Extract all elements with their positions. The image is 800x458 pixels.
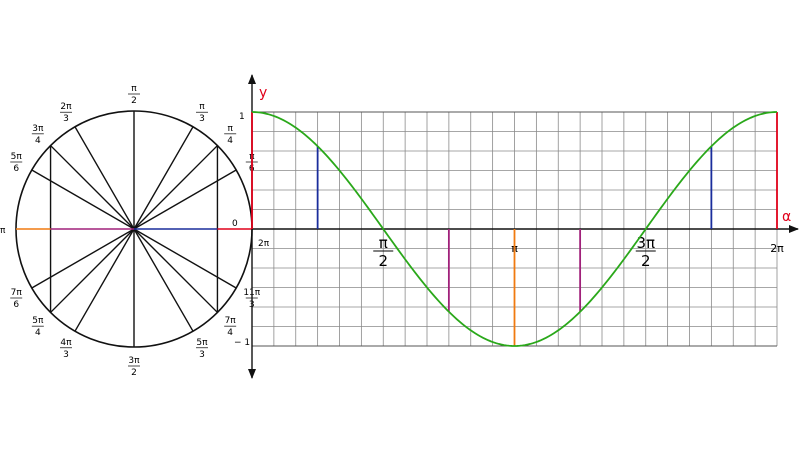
cosine-curve — [251, 111, 778, 347]
circle-label-denominator: 3 — [199, 350, 205, 360]
circle-label-numerator: π — [199, 102, 205, 112]
circle-label-denominator: 6 — [13, 164, 19, 174]
circle-angle-label: π2 — [128, 84, 140, 106]
circle-label-numerator: 7π — [225, 316, 237, 326]
graph-labels: y α 1 − 1 0 2π π — [0, 85, 791, 348]
circle-label-denominator: 3 — [63, 350, 69, 360]
x-tick-numerator: π — [379, 234, 388, 252]
circle-spoke — [50, 145, 135, 230]
circle-spoke — [31, 228, 135, 289]
circle-spoke — [74, 126, 135, 230]
graph-axes: π2π3π22π — [248, 74, 799, 379]
circle-spoke — [133, 126, 194, 230]
circle-label-numerator: 3π — [32, 124, 44, 134]
circle-label-numerator: 5π — [11, 152, 23, 162]
circle-angle-label: 5π3 — [196, 338, 208, 360]
y-tick-bottom: − 1 — [234, 338, 250, 348]
circle-angle-label: 3π4 — [31, 124, 44, 146]
x-tick-numerator: 3π — [636, 234, 655, 252]
x-tick-denominator: 2 — [378, 252, 388, 270]
circle-label-numerator: 4π — [60, 338, 72, 348]
x-tick-label: 2π — [770, 242, 784, 255]
circle-angle-label: π4 — [224, 124, 237, 146]
circle-left-label: π — [0, 226, 6, 236]
x-axis-label: α — [782, 209, 791, 225]
x-tick-label: π2 — [373, 234, 394, 270]
circle-label-numerator: 2π — [60, 102, 72, 112]
circle-spoke — [50, 228, 135, 313]
circle-label-numerator: 5π — [32, 316, 44, 326]
x-tick-label: 3π2 — [635, 234, 656, 270]
circle-angle-label: 5π6 — [10, 152, 22, 174]
circle-label-numerator: 5π — [196, 338, 208, 348]
circle-spoke — [31, 169, 135, 230]
circle-spoke — [133, 228, 194, 332]
circle-label-denominator: 4 — [35, 136, 41, 146]
circle-spoke — [133, 228, 237, 289]
y-axis-label: y — [259, 85, 267, 101]
circle-label-denominator: 3 — [199, 114, 205, 124]
circle-spoke — [133, 228, 218, 313]
origin-label: 0 — [232, 219, 238, 229]
x-tick-text: 2π — [770, 242, 784, 255]
circle-label-numerator: π — [227, 124, 233, 134]
y-axis-arrow-bottom — [248, 369, 256, 379]
circle-label-denominator: 2 — [131, 368, 137, 378]
circle-label-denominator: 4 — [227, 136, 233, 146]
circle-angle-label: 2π3 — [60, 102, 72, 124]
circle-spoke — [74, 228, 135, 332]
graph-marks — [251, 111, 778, 347]
circle-angle-label: 4π3 — [60, 338, 72, 360]
circle-label-denominator: 4 — [227, 328, 233, 338]
y-axis-arrow — [248, 74, 256, 84]
origin-alt-label: 2π — [258, 239, 270, 249]
circle-angle-label: 5π4 — [31, 316, 44, 338]
circle-label-denominator: 4 — [35, 328, 41, 338]
circle-angle-label: 3π2 — [128, 356, 140, 378]
circle-spoke — [133, 145, 218, 230]
circle-spoke — [133, 169, 237, 230]
y-tick-top: 1 — [239, 112, 245, 122]
circle-label-denominator: 6 — [13, 300, 19, 310]
circle-label-numerator: 3π — [128, 356, 140, 366]
x-tick-denominator: 2 — [641, 252, 651, 270]
unit-circle: π2π3π4π62π33π45π67π65π44π33π25π37π411π3 — [10, 84, 261, 378]
circle-angle-label: 7π4 — [224, 316, 236, 338]
circle-angle-label: π3 — [196, 102, 208, 124]
circle-label-denominator: 3 — [63, 114, 69, 124]
circle-angle-label: 7π6 — [10, 288, 22, 310]
circle-label-denominator: 2 — [131, 96, 137, 106]
circle-label-numerator: 7π — [11, 288, 23, 298]
x-axis-arrow — [789, 225, 799, 233]
circle-label-numerator: π — [131, 84, 137, 94]
